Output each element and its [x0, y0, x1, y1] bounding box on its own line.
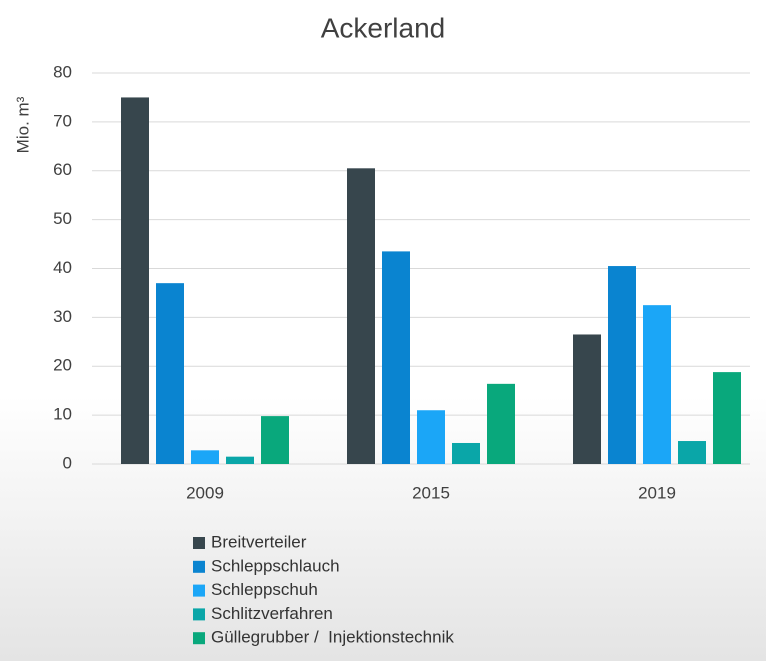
legend-swatch [193, 584, 205, 597]
y-tick-label: 60 [53, 160, 72, 179]
legend-label: Breitverteiler [211, 532, 307, 551]
legend-label: Schleppschlauch [211, 556, 340, 575]
legend-label: Schlitzverfahren [211, 604, 333, 623]
x-tick-label: 2015 [412, 483, 450, 502]
y-tick-label: 70 [53, 111, 72, 130]
bar [643, 305, 671, 464]
bar [487, 383, 515, 464]
bar [226, 456, 254, 464]
x-tick-label: 2019 [638, 483, 676, 502]
bar [347, 168, 375, 464]
bar [678, 441, 706, 464]
legend-swatch [193, 632, 205, 645]
y-tick-label: 80 [53, 62, 72, 81]
y-tick-label: 50 [53, 209, 72, 228]
bar [156, 283, 184, 464]
legend-label: Güllegrubber / Injektionstechnik [211, 628, 454, 647]
y-tick-label: 10 [53, 405, 72, 424]
bar [608, 266, 636, 464]
chart-title: Ackerland [321, 12, 446, 43]
legend-swatch [193, 560, 205, 573]
legend-swatch [193, 608, 205, 621]
bar [191, 450, 219, 464]
bar [452, 442, 480, 464]
y-tick-label: 20 [53, 356, 72, 375]
legend-label: Schleppschuh [211, 580, 318, 599]
bar [573, 334, 601, 464]
legend-swatch [193, 537, 205, 549]
y-tick-label: 40 [53, 258, 72, 277]
bar [382, 251, 410, 464]
y-axis-label: Mio. m³ [13, 96, 32, 153]
bar [713, 372, 741, 464]
y-tick-label: 30 [53, 307, 72, 326]
x-tick-label: 2009 [186, 483, 224, 502]
y-tick-label: 0 [63, 453, 72, 472]
bar [121, 97, 149, 464]
bar [261, 416, 289, 464]
bar [417, 410, 445, 464]
